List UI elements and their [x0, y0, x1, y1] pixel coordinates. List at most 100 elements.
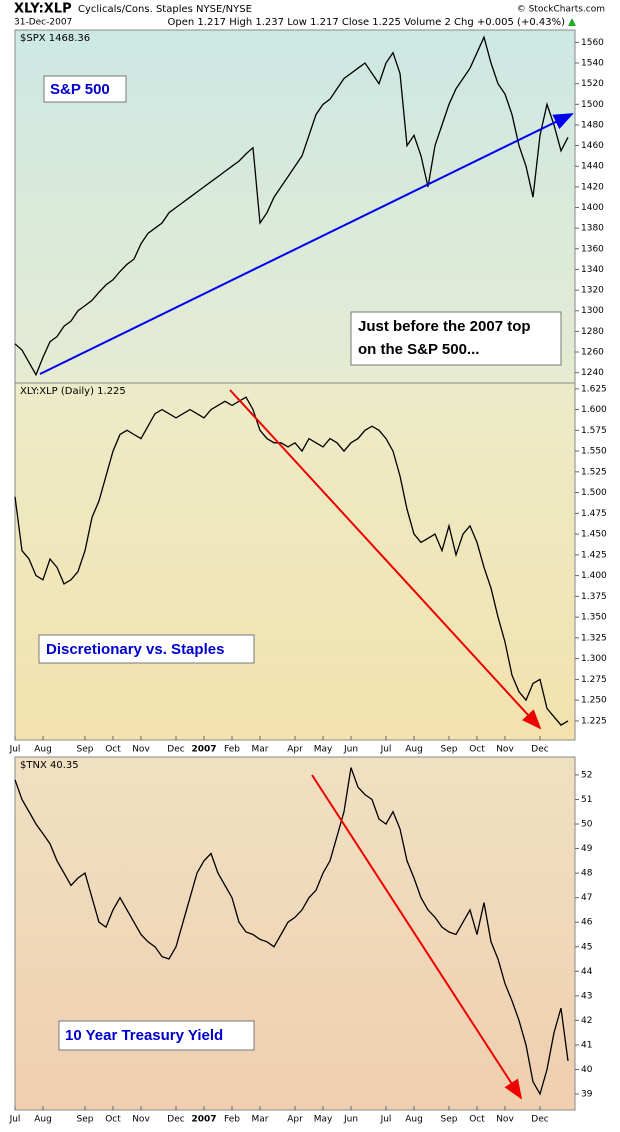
y-tick-label: 1.525 — [581, 467, 607, 477]
line — [14, 396, 569, 726]
y-tick-label: 51 — [581, 795, 592, 805]
x-tick-label: Jul — [380, 745, 392, 755]
x-tick-label: Jul — [9, 1115, 21, 1125]
y-tick-label: 1320 — [581, 286, 604, 296]
panel — [14, 756, 576, 1111]
x-tick-label: Jun — [343, 1115, 358, 1125]
y-tick-label: 1400 — [581, 203, 604, 213]
y-tick-label: 49 — [581, 844, 593, 854]
y-tick-label: 1.475 — [581, 509, 607, 519]
x-tick-label: Dec — [167, 1115, 184, 1125]
annotation-box — [58, 1020, 255, 1051]
y-tick-label: 40 — [581, 1065, 593, 1075]
x-tick-label: Apr — [287, 745, 303, 755]
description: Cyclicals/Cons. Staples NYSE/NYSE — [78, 4, 252, 15]
x-tick-label: Dec — [531, 1115, 548, 1125]
x-tick-label: Feb — [224, 745, 240, 755]
legend-label: $SPX 1468.36 — [20, 33, 90, 44]
x-tick-label: Jul — [380, 1115, 392, 1125]
y-tick-label: 1500 — [581, 100, 604, 110]
y-tick-label: 1.600 — [581, 405, 607, 415]
x-tick-label: Sep — [77, 745, 94, 755]
y-tick-label: 1560 — [581, 38, 604, 48]
y-tick-label: 1.225 — [581, 716, 607, 726]
y-tick-label: 43 — [581, 991, 592, 1001]
y-tick-label: 1280 — [581, 327, 604, 337]
annotation: 10 Year Treasury Yield — [65, 1027, 223, 1044]
y-tick-label: 1260 — [581, 348, 604, 358]
y-tick-label: 1380 — [581, 224, 604, 234]
y-tick-label: 1.375 — [581, 592, 607, 602]
panel — [14, 382, 576, 741]
x-tick-label: 2007 — [191, 745, 216, 755]
y-tick-label: 1240 — [581, 368, 604, 378]
y-tick-label: 1.575 — [581, 426, 607, 436]
x-tick-label: Oct — [105, 745, 121, 755]
x-tick-label: Aug — [34, 1115, 52, 1125]
date: 31-Dec-2007 — [14, 18, 72, 28]
y-tick-label: 1.450 — [581, 530, 607, 540]
y-tick-label: 46 — [581, 918, 593, 928]
x-tick-label: May — [314, 1115, 333, 1125]
x-tick-label: Aug — [405, 745, 423, 755]
y-tick-label: 44 — [581, 967, 593, 977]
y-tick-label: 1.400 — [581, 571, 607, 581]
x-tick-label: Oct — [105, 1115, 121, 1125]
trend-arrow — [229, 389, 542, 730]
y-tick-label: 1520 — [581, 79, 604, 89]
y-tick-label: 1.500 — [581, 488, 607, 498]
up-icon — [568, 18, 576, 26]
x-tick-label: May — [314, 745, 333, 755]
x-tick-label: Mar — [252, 1115, 269, 1125]
y-tick-label: 1.300 — [581, 654, 607, 664]
x-tick-label: Jun — [343, 745, 358, 755]
y-tick-label: 1420 — [581, 182, 604, 192]
y-tick-label: 48 — [581, 869, 593, 879]
annotation-box — [43, 75, 127, 103]
y-tick-label: 1300 — [581, 306, 604, 316]
y-tick-label: 1460 — [581, 141, 604, 151]
x-tick-label: Oct — [469, 745, 485, 755]
annotation: Discretionary vs. Staples — [46, 641, 224, 658]
y-tick-label: 1440 — [581, 162, 604, 172]
x-tick-label: Dec — [531, 745, 548, 755]
line — [14, 35, 569, 377]
x-tick-label: Aug — [34, 745, 52, 755]
x-tick-label: Sep — [441, 1115, 458, 1125]
legend-label: $TNX 40.35 — [20, 760, 79, 771]
x-tick-label: Nov — [132, 745, 150, 755]
y-tick-label: 1540 — [581, 59, 604, 69]
y-tick-label: 41 — [581, 1040, 592, 1050]
y-tick-label: 52 — [581, 770, 592, 780]
x-tick-label: Nov — [132, 1115, 150, 1125]
trend-arrow — [39, 113, 574, 375]
y-tick-label: 1.275 — [581, 675, 607, 685]
x-tick-label: Aug — [405, 1115, 423, 1125]
y-tick-label: 1.550 — [581, 447, 607, 457]
annotation: S&P 500 — [50, 81, 110, 98]
x-tick-label: Mar — [252, 745, 269, 755]
annotation-box — [350, 311, 562, 366]
annotation: Just before the 2007 top — [358, 318, 531, 335]
trend-arrow — [311, 774, 523, 1100]
x-tick-label: 2007 — [191, 1115, 216, 1125]
x-tick-label: Dec — [167, 745, 184, 755]
annotation: on the S&P 500... — [358, 341, 479, 358]
x-tick-label: Nov — [496, 1115, 514, 1125]
y-tick-label: 47 — [581, 893, 592, 903]
symbol: XLY:XLP — [14, 2, 72, 17]
y-tick-label: 50 — [581, 820, 593, 830]
x-tick-label: Sep — [77, 1115, 94, 1125]
y-tick-label: 1.625 — [581, 384, 607, 394]
y-tick-label: 45 — [581, 942, 592, 952]
x-tick-label: Oct — [469, 1115, 485, 1125]
y-tick-label: 42 — [581, 1016, 592, 1026]
line — [14, 767, 569, 1096]
y-tick-label: 1.425 — [581, 550, 607, 560]
annotation-box — [38, 634, 255, 664]
y-tick-label: 1.250 — [581, 696, 607, 706]
x-tick-label: Apr — [287, 1115, 303, 1125]
copyright: © StockCharts.com — [517, 5, 605, 15]
